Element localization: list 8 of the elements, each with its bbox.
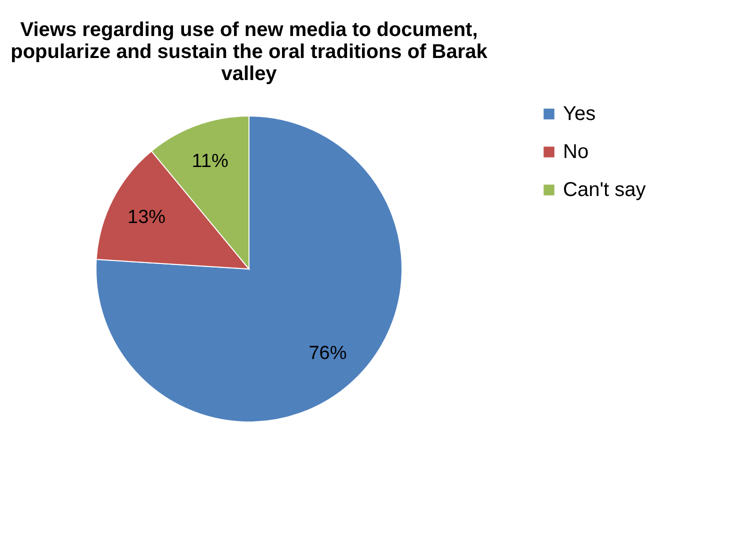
- legend-label: No: [563, 141, 589, 163]
- chart-title: Views regarding use of new media to document, popularize and sustain the oral traditions of Barak valley: [10, 19, 488, 85]
- legend-label: Yes: [563, 103, 596, 125]
- data-label: 76%: [308, 342, 347, 364]
- pie-slice: [96, 116, 402, 422]
- data-label: 13%: [128, 206, 166, 228]
- legend-label: Can't say: [563, 179, 646, 201]
- data-label: 11%: [192, 150, 228, 172]
